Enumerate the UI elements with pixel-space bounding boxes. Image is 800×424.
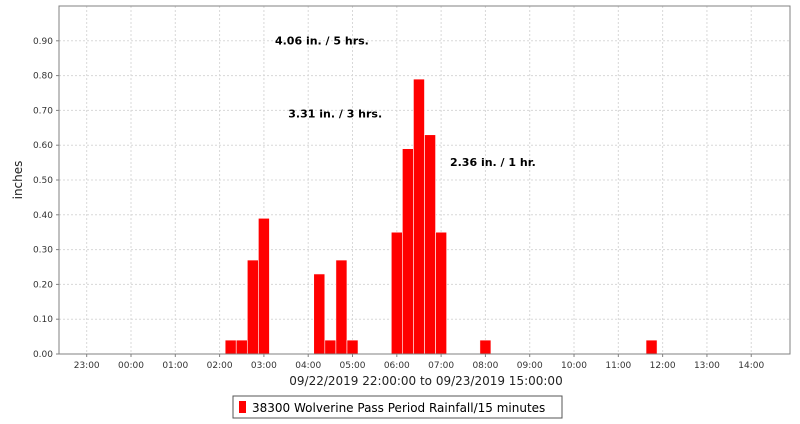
x-tick-label: 11:00 xyxy=(605,361,631,371)
y-tick-label: 0.40 xyxy=(33,211,53,221)
y-axis: 0.00 0.10 0.20 0.30 0.40 0.50 0.60 0.70 0.80 0.90 xyxy=(33,37,59,360)
x-tick-label: 07:00 xyxy=(428,361,454,371)
y-tick-label: 0.10 xyxy=(33,315,53,325)
bars-layer xyxy=(224,78,658,355)
rainfall-total-annotation: 4.06 in. / 5 hrs. xyxy=(275,34,369,47)
x-axis-title: 09/22/2019 22:00:00 to 09/23/2019 15:00:… xyxy=(289,374,562,388)
rainfall-bar xyxy=(413,78,425,355)
y-tick-label: 0.20 xyxy=(33,280,53,290)
rainfall-bar xyxy=(390,231,403,355)
rainfall-bar xyxy=(435,231,447,355)
x-tick-label: 14:00 xyxy=(738,361,764,371)
x-tick-label: 01:00 xyxy=(162,361,188,371)
rainfall-bar xyxy=(324,339,337,355)
y-tick-label: 0.30 xyxy=(33,246,53,256)
x-tick-label: 04:00 xyxy=(295,361,321,371)
x-tick-label: 08:00 xyxy=(472,361,498,371)
y-tick-label: 0.90 xyxy=(33,37,53,47)
x-tick-label: 02:00 xyxy=(207,361,233,371)
rainfall-bar xyxy=(346,339,359,355)
x-tick-label: 10:00 xyxy=(561,361,587,371)
x-tick-label: 06:00 xyxy=(384,361,410,371)
x-tick-label: 09:00 xyxy=(517,361,543,371)
x-tick-label: 13:00 xyxy=(694,361,720,371)
rainfall-bar xyxy=(235,339,248,355)
x-tick-label: 12:00 xyxy=(650,361,676,371)
legend-label: 38300 Wolverine Pass Period Rainfall/15 … xyxy=(252,401,545,415)
x-tick-label: 00:00 xyxy=(118,361,144,371)
annotations: 4.06 in. / 5 hrs. 3.31 in. / 3 hrs. 2.36 i… xyxy=(275,34,536,169)
y-tick-label: 0.50 xyxy=(33,176,53,186)
y-axis-title: inches xyxy=(11,161,25,200)
y-tick-label: 0.80 xyxy=(33,72,53,82)
legend-swatch xyxy=(239,401,246,413)
y-tick-label: 0.70 xyxy=(33,106,53,116)
y-tick-label: 0.60 xyxy=(33,141,53,151)
rainfall-bar xyxy=(645,339,658,355)
rainfall-bar xyxy=(224,339,237,355)
y-tick-label: 0.00 xyxy=(33,350,53,360)
rainfall-bar xyxy=(313,273,326,355)
rainfall-total-annotation: 2.36 in. / 1 hr. xyxy=(450,156,536,169)
x-tick-label: 23:00 xyxy=(74,361,100,371)
x-tick-label: 05:00 xyxy=(340,361,366,371)
rainfall-bar xyxy=(246,259,259,355)
rainfall-total-annotation: 3.31 in. / 3 hrs. xyxy=(288,107,382,120)
rainfall-bar xyxy=(258,217,270,355)
rainfall-bar xyxy=(402,148,414,355)
x-axis: 23:00 00:00 01:00 02:00 03:00 04:00 05:00 06:00… xyxy=(74,354,764,371)
rainfall-bar xyxy=(335,259,348,355)
legend-box xyxy=(232,395,563,419)
rainfall-bar xyxy=(479,339,492,355)
legend: 38300 Wolverine Pass Period Rainfall/15 … xyxy=(232,395,563,419)
x-tick-label: 03:00 xyxy=(251,361,277,371)
rainfall-bar xyxy=(424,134,436,355)
